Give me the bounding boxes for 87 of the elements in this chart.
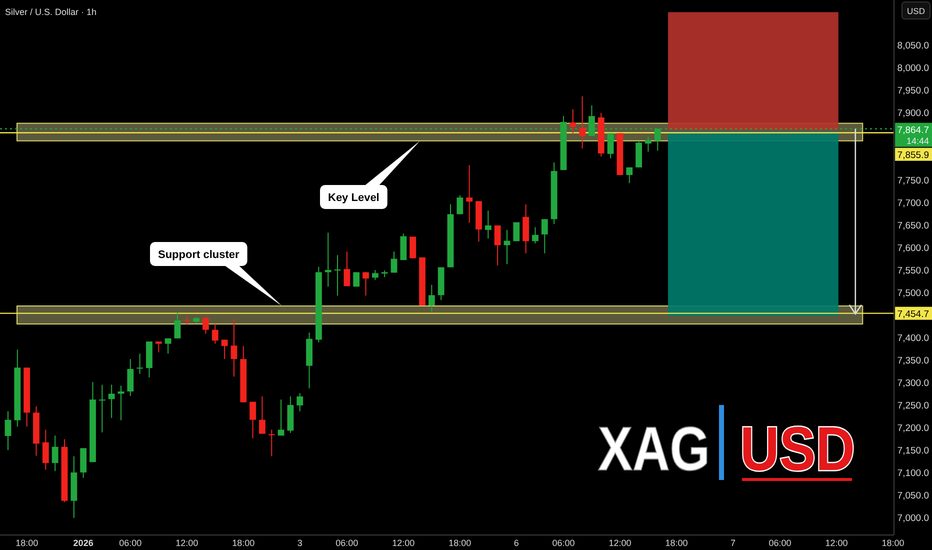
y-tick-label: 7,350.0 [897,355,929,366]
ref-line-label: 7,855.9 [897,150,929,161]
candlestick [250,401,256,439]
candlestick [4,410,12,450]
y-axis-title: USD [907,6,925,16]
candlestick [344,251,350,287]
candlestick [164,338,172,354]
x-tick-label: 18:00 [882,538,904,548]
candlestick [504,229,510,265]
x-tick-label: 06:00 [768,538,792,548]
annotation: USD [740,415,871,484]
candlestick [484,210,492,239]
candlestick [42,429,49,470]
y-tick-label: 7,550.0 [897,265,929,276]
candlestick [541,218,548,254]
candlestick [108,384,115,419]
candlestick [212,323,218,344]
text: Silver / U.S. Dollar · 1h [5,7,97,17]
x-tick-label: 12:00 [608,538,632,548]
x-tick-label: 3 [297,538,302,548]
x-tick-label: 18:00 [232,538,255,548]
candlestick [362,272,369,296]
y-tick-label: 7,600.0 [897,242,929,254]
y-tick-label: 7,400.0 [897,332,929,344]
y-tick-label: 7,300.0 [897,378,929,389]
candlestick [278,399,284,436]
x-tick-label: 06:00 [552,538,575,548]
candlestick [52,435,58,472]
x-tick-label: 6 [514,538,519,548]
candlestick [456,194,464,215]
candlestick [390,251,398,274]
y-tick-label: 7,000.0 [897,512,929,524]
y-tick-label: 7,150.0 [897,445,929,456]
ref-line-label: 7,454.7 [897,308,929,320]
candlestick [230,318,238,378]
candlestick [410,236,416,259]
y-tick-label: 7,500.0 [897,288,929,299]
candlestick [494,224,501,266]
x-tick-label: 12:00 [825,538,848,548]
x-tick-label: 06:00 [119,538,142,548]
annotation: Support cluster [158,249,240,261]
text: 14:44 [906,136,929,146]
x-tick-label: 12:00 [176,538,198,548]
candlestick [136,353,144,374]
y-tick-label: 7,050.0 [897,490,929,502]
candlestick [334,254,341,296]
candlestick [259,396,266,434]
candlestick [268,429,275,457]
ref-line-label: 7,864.7 [897,124,929,136]
candlestick [98,384,106,433]
y-tick-label: 8,000.0 [897,62,929,74]
candlestick [324,232,332,288]
y-tick-label: 7,100.0 [897,468,929,479]
annotation: XAG [598,415,732,484]
x-tick-label: 18:00 [665,538,688,548]
y-tick-label: 7,750.0 [897,175,929,186]
x-tick-label: 06:00 [336,538,358,548]
x-tick-label: 7 [730,538,736,548]
y-tick-label: 7,900.0 [897,108,929,119]
candlestick [607,132,614,159]
candlestick [645,136,652,152]
candlestick [353,272,360,288]
candlestick [174,312,181,339]
candlestick [372,269,378,280]
candlestick [155,341,162,353]
annotation: Key Level [328,192,380,204]
candlestick [570,108,576,134]
candlestick [202,315,209,334]
y-tick-label: 7,250.0 [897,400,929,412]
y-tick-label: 7,950.0 [897,85,929,96]
candlestick [296,392,304,412]
x-tick-label: 18:00 [448,538,472,548]
x-tick-label: 2026 [73,538,94,548]
candlestick [221,339,228,360]
y-tick-label: 8,050.0 [897,40,929,52]
candlestick [626,166,633,184]
candlestick [400,233,407,261]
x-tick-label: 18:00 [16,538,38,548]
x-tick-label: 12:00 [392,538,415,548]
y-tick-label: 7,700.0 [897,198,929,209]
candlestick [466,164,473,224]
y-tick-label: 7,650.0 [897,220,929,232]
candlestick [127,358,134,396]
candlestick [532,226,538,244]
candlestick [428,284,435,312]
y-tick-label: 7,200.0 [897,422,929,434]
candlestick [579,96,586,149]
